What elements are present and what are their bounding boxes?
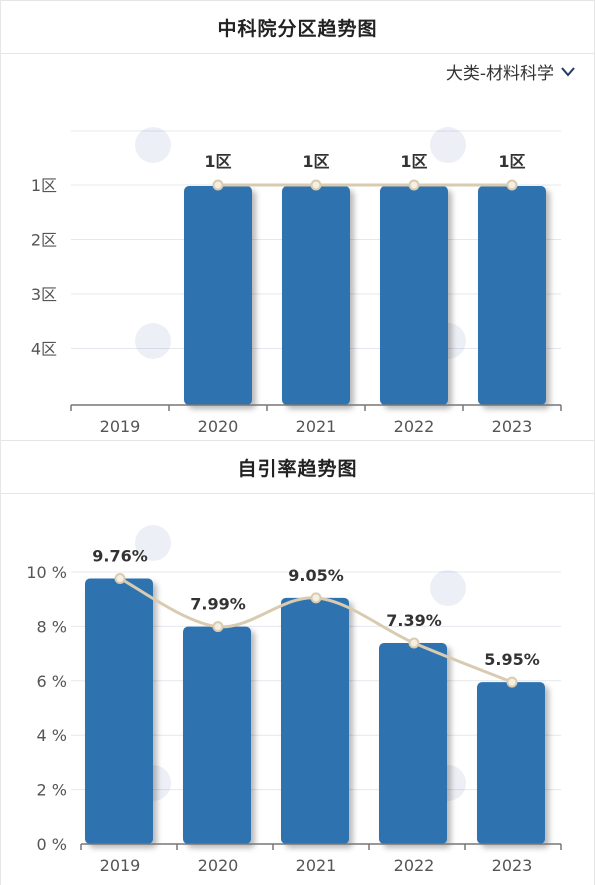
trend-point	[506, 676, 518, 688]
y-tick-label: 10 %	[26, 563, 67, 582]
bar	[85, 578, 153, 844]
self-citation-body: 0 % 2 % 4 % 6 % 8 % 10 % 9.76% 7.99% 9.05% 7.39% 5…	[0, 493, 595, 885]
category-dropdown-label: 大类-材料科学	[445, 64, 554, 84]
chevron-down-icon	[561, 66, 575, 77]
bar	[282, 186, 350, 405]
data-label: 7.39%	[386, 611, 442, 630]
bar	[184, 186, 252, 405]
bar	[183, 626, 251, 844]
self-citation-title: 自引率趋势图	[237, 457, 358, 480]
y-tick-label: 0 %	[37, 835, 67, 854]
x-tick-label: 2020	[198, 417, 239, 436]
y-tick-label: 4区	[31, 340, 57, 359]
data-label: 1区	[498, 152, 525, 171]
x-tick-label: 2021	[296, 417, 337, 436]
zone-trend-header: 中科院分区趋势图	[0, 0, 595, 54]
trend-point	[212, 179, 224, 191]
bar	[380, 186, 448, 405]
self-citation-chart: 0 % 2 % 4 % 6 % 8 % 10 % 9.76% 7.99% 9.05% 7.39% 5…	[26, 525, 562, 875]
category-dropdown[interactable]: 大类-材料科学	[446, 59, 576, 84]
trend-point	[212, 621, 224, 633]
trend-point	[310, 592, 322, 604]
trend-point	[114, 573, 126, 585]
trend-point	[408, 179, 420, 191]
data-label: 7.99%	[190, 595, 246, 614]
zone-trend-body: 大类-材料科学 1区 2区 3区 4区 1区 1区 1区 1区 2019 2020 2021 2022…	[0, 53, 595, 440]
watermark-logo-2	[430, 127, 466, 163]
data-label: 5.95%	[484, 650, 540, 669]
zone-trend-panel: 中科院分区趋势图 大类-材料科学 1区 2区 3区 4区 1区 1区 1区 1区 2019 202…	[0, 0, 595, 440]
watermark-logo-1	[135, 127, 171, 163]
trend-point	[506, 179, 518, 191]
trend-point	[408, 637, 420, 649]
data-label: 1区	[302, 152, 329, 171]
y-tick-label: 2区	[31, 231, 57, 250]
x-tick-label: 2022	[394, 856, 435, 875]
bar	[478, 186, 546, 405]
x-tick-label: 2019	[100, 417, 141, 436]
x-tick-label: 2023	[492, 856, 533, 875]
x-tick-label: 2021	[296, 856, 337, 875]
self-citation-header: 自引率趋势图	[0, 440, 595, 494]
zone-trend-chart: 1区 2区 3区 4区 1区 1区 1区 1区 2019 2020 2021 2022 2023	[31, 127, 562, 436]
watermark-logo-5	[135, 525, 171, 561]
x-tick-label: 2023	[492, 417, 533, 436]
y-tick-label: 2 %	[37, 781, 67, 800]
y-tick-label: 6 %	[37, 672, 67, 691]
trend-point	[310, 179, 322, 191]
x-tick-label: 2022	[394, 417, 435, 436]
y-tick-label: 8 %	[37, 617, 67, 636]
watermark-logo-3	[135, 323, 171, 359]
x-tick-label: 2019	[100, 856, 141, 875]
watermark-logo-6	[430, 570, 466, 606]
bar	[379, 642, 447, 844]
y-tick-label: 1区	[31, 176, 57, 195]
zone-trend-title: 中科院分区趋势图	[217, 17, 378, 40]
data-label: 1区	[204, 152, 231, 171]
data-label: 9.76%	[92, 547, 148, 566]
bar	[281, 597, 349, 844]
data-label: 9.05%	[288, 566, 344, 585]
self-citation-panel: 自引率趋势图 0 % 2 % 4 % 6 % 8 % 10 % 9.76% 7.99% 9.05…	[0, 440, 595, 885]
bar	[477, 682, 545, 844]
x-tick-label: 2020	[198, 856, 239, 875]
y-tick-label: 4 %	[37, 726, 67, 745]
data-label: 1区	[400, 152, 427, 171]
y-tick-label: 3区	[31, 285, 57, 304]
